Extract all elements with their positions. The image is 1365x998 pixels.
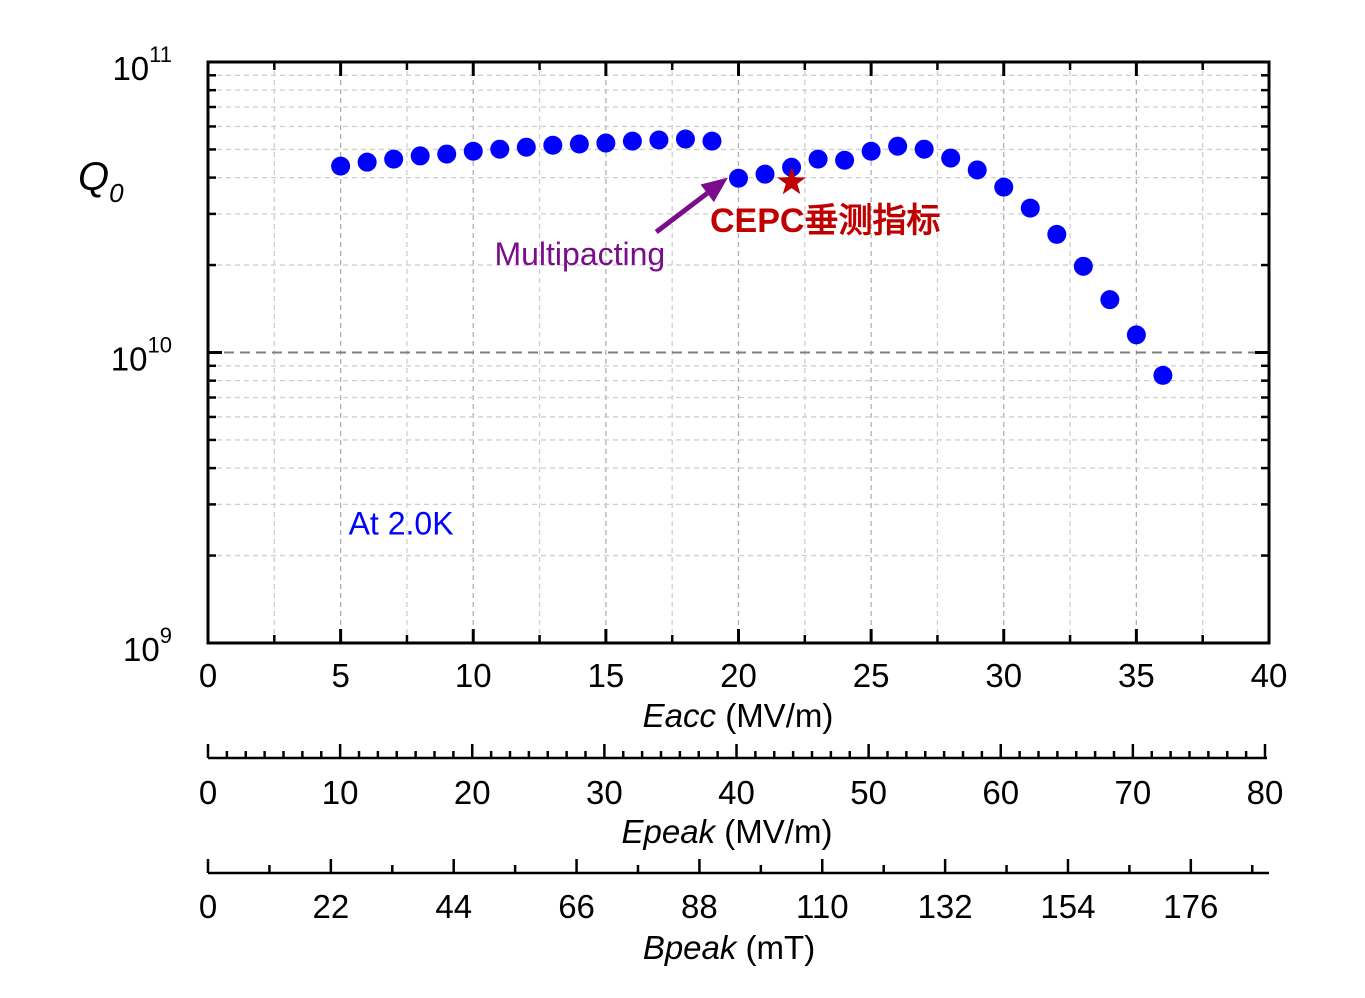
y-tick-base: 10 — [123, 631, 160, 668]
x-tick-label: 30 — [985, 657, 1022, 694]
bpeak-axis-title: Bpeak (mT) — [643, 929, 815, 966]
data-point — [1020, 198, 1040, 218]
annotations: Multipacting At 2.0K CEPC垂测指标 — [349, 177, 940, 541]
data-points — [331, 129, 1173, 385]
x-tick-label: 25 — [853, 657, 890, 694]
bpeak-axis-title-unit: (mT) — [736, 929, 815, 966]
epeak-tick-label: 60 — [982, 774, 1019, 811]
y-tick-label: 1010 — [111, 333, 172, 378]
data-point — [1100, 290, 1120, 310]
data-point — [543, 135, 563, 155]
data-point — [675, 129, 695, 149]
y-tick-label: 109 — [123, 623, 172, 668]
x-axis-title-unit: (MV/m) — [716, 697, 833, 734]
epeak-tick-label: 50 — [850, 774, 887, 811]
bpeak-tick-label: 88 — [681, 888, 718, 925]
data-point — [437, 144, 457, 164]
epeak-axis-title-italic: Epeak — [622, 813, 717, 850]
x-axis-title-italic: Eacc — [643, 697, 717, 734]
multipacting-arrow-head — [700, 177, 728, 203]
y-tick-label: 1011 — [112, 42, 172, 87]
data-point — [888, 136, 908, 156]
data-point — [463, 141, 483, 161]
bpeak-tick-label: 22 — [312, 888, 349, 925]
x-tick-label: 35 — [1118, 657, 1155, 694]
annotation-cepc-target: CEPC垂测指标 — [710, 202, 940, 240]
y-tick-base: 10 — [111, 341, 148, 378]
data-point — [410, 146, 430, 166]
bpeak-tick-label: 0 — [199, 888, 217, 925]
x-tick-label: 10 — [455, 657, 492, 694]
data-point — [1047, 224, 1067, 244]
data-point — [1126, 325, 1146, 345]
y-axis-title-main: Q — [78, 155, 109, 199]
y-axis-title-sub: 0 — [109, 178, 124, 208]
data-point — [622, 131, 642, 151]
data-point — [569, 134, 589, 154]
data-point — [861, 141, 881, 161]
bpeak-tick-label: 176 — [1163, 888, 1218, 925]
epeak-axis-title: Epeak (MV/m) — [622, 813, 833, 850]
data-point — [808, 149, 828, 169]
x-axis-title: Eacc (MV/m) — [643, 697, 834, 734]
x-tick-label: 15 — [588, 657, 625, 694]
data-point — [357, 152, 377, 172]
bpeak-tick-label: 132 — [918, 888, 973, 925]
epeak-tick-label: 40 — [718, 774, 755, 811]
data-point — [967, 160, 987, 180]
data-point — [596, 133, 616, 153]
target-star-marker — [777, 167, 806, 195]
epeak-tick-label: 0 — [199, 774, 217, 811]
data-point — [729, 168, 748, 188]
epeak-tick-label: 10 — [322, 774, 359, 811]
epeak-tick-label: 70 — [1115, 774, 1152, 811]
y-tick-exponent: 10 — [148, 333, 172, 358]
data-point — [1073, 256, 1093, 276]
data-point — [490, 139, 510, 159]
data-point — [994, 177, 1014, 197]
data-point — [941, 148, 961, 168]
x-tick-label: 5 — [331, 657, 349, 694]
annotation-temperature: At 2.0K — [349, 505, 454, 541]
bpeak-tick-label: 66 — [558, 888, 595, 925]
axis-titles: Q0 Eacc (MV/m) Epeak (MV/m) Bpeak (mT) — [78, 155, 833, 966]
epeak-tick-label: 20 — [454, 774, 491, 811]
data-point — [835, 150, 855, 170]
epeak-axis-title-unit: (MV/m) — [715, 813, 832, 850]
y-tick-base: 10 — [112, 50, 149, 87]
x-tick-label: 0 — [199, 657, 217, 694]
y-tick-exponent: 11 — [149, 42, 172, 67]
bpeak-tick-label: 154 — [1040, 888, 1095, 925]
data-point — [649, 130, 669, 150]
multipacting-arrow-shaft — [654, 191, 709, 234]
x-tick-label: 20 — [720, 657, 757, 694]
data-point — [384, 149, 404, 169]
y-tick-exponent: 9 — [160, 623, 172, 648]
data-point — [1153, 365, 1173, 385]
bpeak-tick-label: 110 — [796, 888, 849, 925]
data-point — [516, 137, 536, 157]
x-tick-label: 40 — [1251, 657, 1288, 694]
bpeak-axis-title-italic: Bpeak — [643, 929, 738, 966]
epeak-tick-label: 80 — [1247, 774, 1284, 811]
data-point — [331, 156, 351, 176]
y-axis-title: Q0 — [78, 155, 124, 208]
data-point — [914, 139, 934, 159]
data-point — [755, 164, 775, 184]
epeak-tick-label: 30 — [586, 774, 623, 811]
annotation-multipacting: Multipacting — [494, 236, 665, 272]
bpeak-tick-label: 44 — [435, 888, 472, 925]
data-point — [702, 131, 722, 151]
